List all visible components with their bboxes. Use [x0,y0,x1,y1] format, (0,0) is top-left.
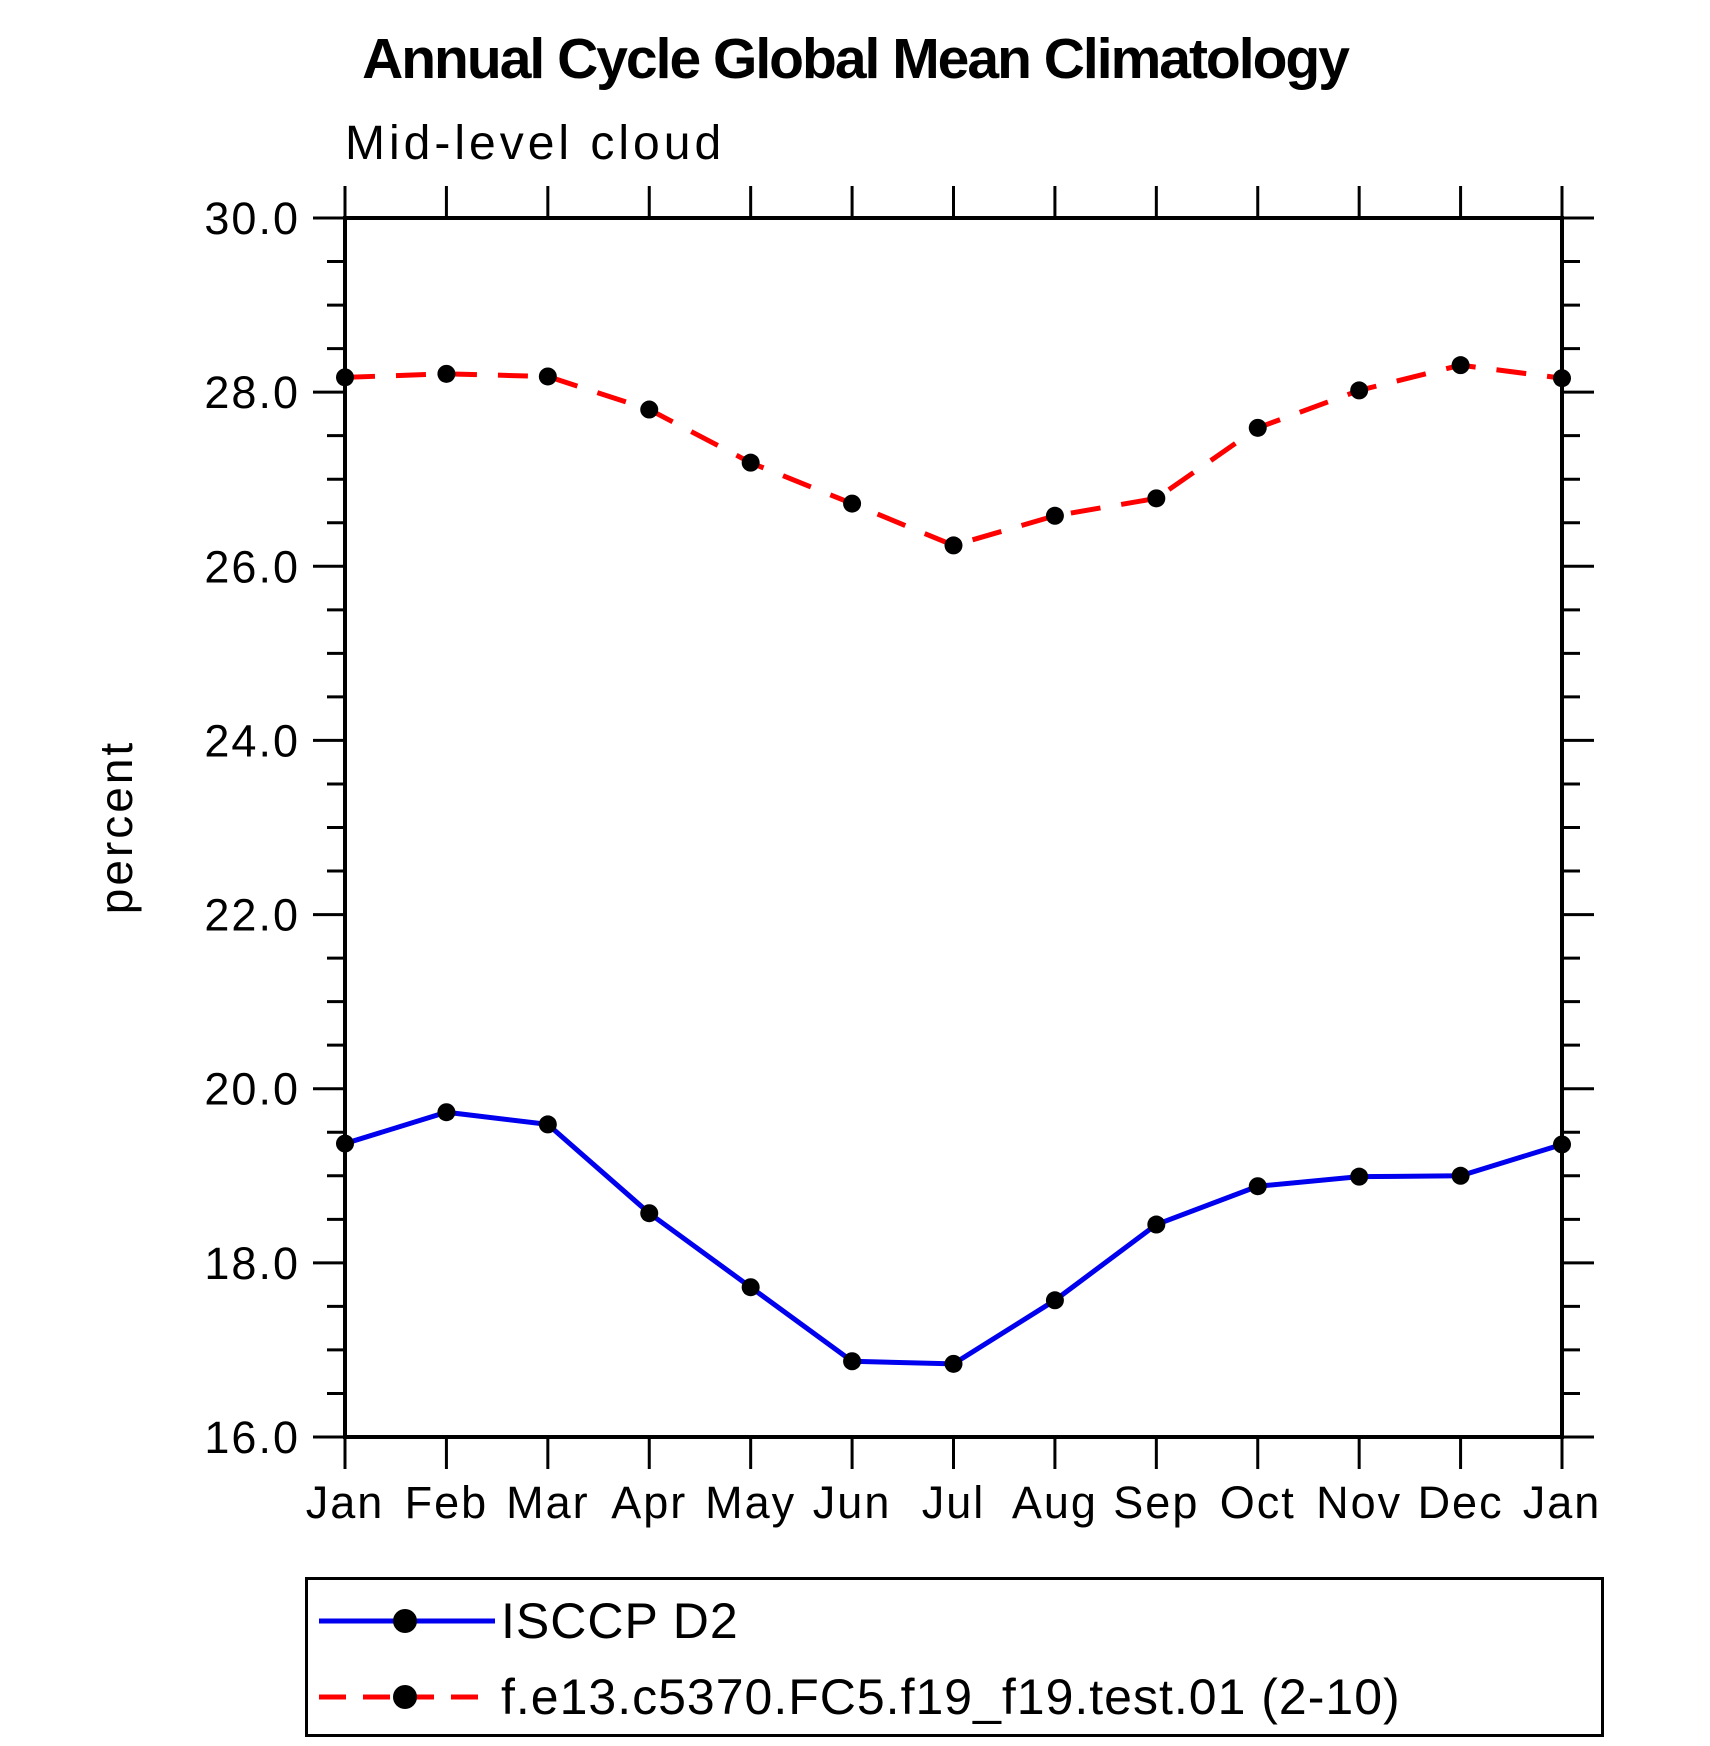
data-point-f-e13-c5370-fc5-f19-f19-test-01-2-10 [1248,418,1267,437]
x-tick-label: Feb [405,1477,489,1528]
data-point-f-e13-c5370-fc5-f19-f19-test-01-2-10 [1045,506,1064,525]
data-point-f-e13-c5370-fc5-f19-f19-test-01-2-10 [437,364,456,383]
x-tick-label: Aug [1012,1477,1098,1528]
x-tick-label: Jan [1523,1477,1602,1528]
legend-line-sample-solid [319,1609,495,1633]
chart-title: Annual Cycle Global Mean Climatology [362,27,1350,91]
y-tick-label: 18.0 [204,1238,300,1289]
y-tick-label: 16.0 [204,1412,300,1463]
x-tick-label: Apr [611,1477,687,1528]
legend-item-isccp-d2: ISCCP D2 [313,1589,739,1653]
data-point-isccp-d2 [1350,1167,1369,1186]
y-tick-label: 22.0 [204,890,300,941]
x-tick-label: Oct [1220,1477,1296,1528]
data-point-f-e13-c5370-fc5-f19-f19-test-01-2-10 [843,494,862,513]
y-tick-label: 24.0 [204,715,300,766]
legend-line-sample-dashed [319,1685,495,1709]
data-point-f-e13-c5370-fc5-f19-f19-test-01-2-10 [538,367,557,386]
x-tick-label: Dec [1418,1477,1504,1528]
data-point-f-e13-c5370-fc5-f19-f19-test-01-2-10 [1147,489,1166,508]
y-tick-label: 30.0 [204,193,300,244]
legend-marker-dot [393,1609,417,1633]
data-point-isccp-d2 [640,1204,659,1223]
legend-box: ISCCP D2 f.e13.c5370.FC5.f19_f19.test.01… [305,1577,1604,1737]
data-point-isccp-d2 [1147,1215,1166,1234]
data-point-isccp-d2 [1248,1177,1267,1196]
y-tick-label: 28.0 [204,367,300,418]
data-point-isccp-d2 [741,1278,760,1297]
legend-label-model-run: f.e13.c5370.FC5.f19_f19.test.01 (2-10) [501,1669,1401,1725]
x-tick-label: Nov [1316,1477,1402,1528]
data-point-f-e13-c5370-fc5-f19-f19-test-01-2-10 [741,453,760,472]
y-tick-label: 20.0 [204,1064,300,1115]
data-point-f-e13-c5370-fc5-f19-f19-test-01-2-10 [1553,369,1571,388]
y-tick-label: 26.0 [204,541,300,592]
x-tick-label: Mar [506,1477,590,1528]
data-point-f-e13-c5370-fc5-f19-f19-test-01-2-10 [640,400,659,419]
data-point-isccp-d2 [336,1134,354,1153]
data-point-f-e13-c5370-fc5-f19-f19-test-01-2-10 [336,368,354,387]
plot-border [343,216,1564,1439]
x-tick-label: Sep [1113,1477,1199,1528]
data-point-isccp-d2 [437,1103,456,1122]
chart-subtitle: Mid-level cloud [345,117,726,170]
series-line-isccp-d2 [344,1109,1563,1367]
x-tick-label: May [705,1477,796,1528]
legend-marker-dot [393,1685,417,1709]
series-line-f-e13-c5370-fc5-f19-f19-test-01-2-10 [344,362,1563,549]
data-point-f-e13-c5370-fc5-f19-f19-test-01-2-10 [1451,356,1470,375]
data-point-isccp-d2 [843,1352,862,1371]
data-point-f-e13-c5370-fc5-f19-f19-test-01-2-10 [1350,381,1369,400]
data-point-isccp-d2 [1045,1291,1064,1310]
legend-label-isccp-d2: ISCCP D2 [501,1593,739,1649]
data-point-isccp-d2 [944,1354,963,1373]
legend-item-model-run: f.e13.c5370.FC5.f19_f19.test.01 (2-10) [313,1665,1401,1729]
data-point-isccp-d2 [538,1115,557,1134]
x-tick-label: Jun [813,1477,892,1528]
x-tick-label: Jul [922,1477,986,1528]
data-point-f-e13-c5370-fc5-f19-f19-test-01-2-10 [944,536,963,555]
x-tick-label: Jan [306,1477,385,1528]
data-point-isccp-d2 [1451,1166,1470,1185]
data-point-isccp-d2 [1553,1135,1571,1154]
